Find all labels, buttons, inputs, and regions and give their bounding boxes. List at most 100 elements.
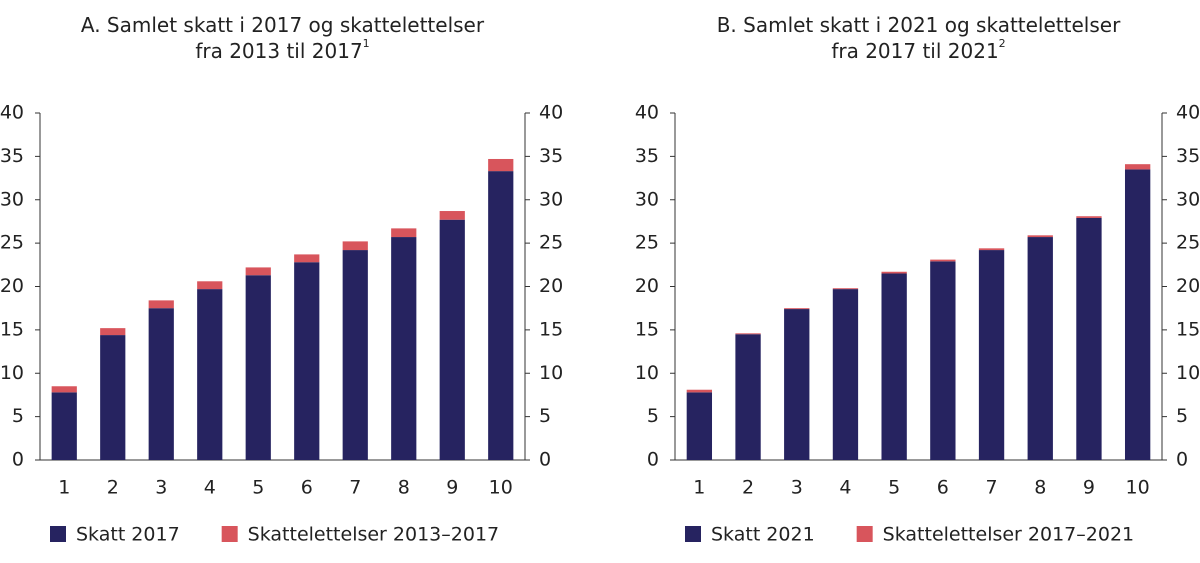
title-line: B. Samlet skatt i 2021 og skattelettelse…: [717, 13, 1121, 37]
bar: [294, 262, 320, 460]
x-tick-label: 6: [937, 477, 949, 499]
legend-label: Skattelettelser 2013–2017: [248, 524, 499, 546]
bar: [1076, 216, 1102, 218]
bar: [735, 333, 761, 335]
x-tick-label: 4: [204, 477, 216, 499]
y2-tick-label: 35: [1176, 145, 1200, 167]
bar: [245, 267, 271, 276]
bar: [978, 248, 1005, 251]
y2-tick-label: 10: [539, 362, 563, 384]
y-tick-label: 40: [635, 102, 659, 124]
legend-label: Skatt 2021: [711, 524, 815, 546]
legend-label: Skatt 2017: [76, 524, 180, 546]
bar: [100, 335, 126, 460]
bar: [245, 275, 271, 460]
chart-title: fra 2017 til 20212: [831, 37, 1005, 63]
bar: [1124, 169, 1151, 460]
bar: [488, 171, 514, 460]
y2-tick-label: 40: [1176, 102, 1200, 124]
y-tick-label: 35: [635, 145, 659, 167]
x-tick-label: 7: [986, 477, 998, 499]
bar: [391, 237, 417, 460]
legend-swatch: [50, 526, 66, 542]
bar: [197, 281, 223, 290]
bar: [148, 300, 174, 309]
y-tick-label: 25: [635, 232, 659, 254]
bar: [148, 308, 174, 460]
y-tick-label: 40: [0, 102, 24, 124]
y2-tick-label: 35: [539, 145, 563, 167]
bar: [930, 261, 956, 460]
bar: [342, 241, 368, 251]
bar: [735, 334, 761, 460]
y-tick-label: 30: [0, 188, 24, 210]
bar: [51, 392, 77, 460]
bar: [1027, 237, 1053, 460]
bar: [832, 288, 859, 290]
y2-tick-label: 40: [539, 102, 563, 124]
title-superscript: 1: [363, 37, 370, 50]
x-tick-label: 2: [107, 477, 119, 499]
x-tick-label: 9: [1083, 477, 1095, 499]
y-tick-label: 0: [12, 449, 24, 471]
y2-tick-label: 30: [539, 188, 563, 210]
y2-tick-label: 5: [1176, 405, 1188, 427]
x-tick-label: 10: [1126, 477, 1150, 499]
x-tick-label: 6: [301, 477, 313, 499]
x-tick-label: 8: [398, 477, 410, 499]
x-tick-label: 5: [888, 477, 900, 499]
bar: [51, 386, 77, 393]
chart-title: B. Samlet skatt i 2021 og skattelettelse…: [717, 13, 1121, 37]
x-tick-label: 5: [252, 477, 264, 499]
bar: [294, 254, 320, 263]
x-tick-label: 10: [489, 477, 513, 499]
legend-swatch: [685, 526, 701, 542]
y-tick-label: 20: [0, 275, 24, 297]
x-tick-label: 8: [1034, 477, 1046, 499]
y2-tick-label: 30: [1176, 188, 1200, 210]
title-line: fra 2017 til 2021: [831, 39, 998, 63]
bar: [439, 211, 465, 220]
bar: [100, 328, 126, 336]
y2-tick-label: 0: [1176, 449, 1188, 471]
y2-tick-label: 0: [539, 449, 551, 471]
bar: [439, 219, 465, 460]
bar: [832, 289, 859, 460]
bar: [686, 389, 713, 393]
bar: [391, 228, 417, 238]
x-tick-label: 1: [693, 477, 705, 499]
y2-tick-label: 20: [539, 275, 563, 297]
bar: [1027, 235, 1053, 238]
bar: [978, 250, 1005, 460]
bar: [881, 273, 907, 460]
bar: [784, 309, 810, 460]
y2-tick-label: 15: [1176, 318, 1200, 340]
y2-tick-label: 20: [1176, 275, 1200, 297]
y2-tick-label: 25: [1176, 232, 1200, 254]
x-tick-label: 9: [446, 477, 458, 499]
legend-swatch: [221, 526, 238, 542]
x-tick-label: 2: [742, 477, 754, 499]
y2-tick-label: 5: [539, 405, 551, 427]
y-tick-label: 15: [635, 318, 659, 340]
bar: [197, 289, 223, 460]
y-tick-label: 15: [0, 318, 24, 340]
legend-swatch: [856, 526, 873, 542]
bar: [881, 271, 907, 274]
legend-label: Skattelettelser 2017–2021: [883, 524, 1134, 546]
y2-tick-label: 10: [1176, 362, 1200, 384]
chart-title: A. Samlet skatt i 2017 og skattelettelse…: [81, 13, 485, 37]
title-superscript: 2: [999, 37, 1006, 50]
y-tick-label: 10: [635, 362, 659, 384]
y-tick-label: 25: [0, 232, 24, 254]
y-tick-label: 5: [12, 405, 24, 427]
y-tick-label: 35: [0, 145, 24, 167]
x-tick-label: 4: [839, 477, 851, 499]
y-tick-label: 0: [647, 449, 659, 471]
x-tick-label: 3: [155, 477, 167, 499]
title-line: A. Samlet skatt i 2017 og skattelettelse…: [81, 13, 485, 37]
bar: [488, 158, 514, 172]
bar: [930, 259, 956, 262]
bar: [784, 308, 810, 310]
